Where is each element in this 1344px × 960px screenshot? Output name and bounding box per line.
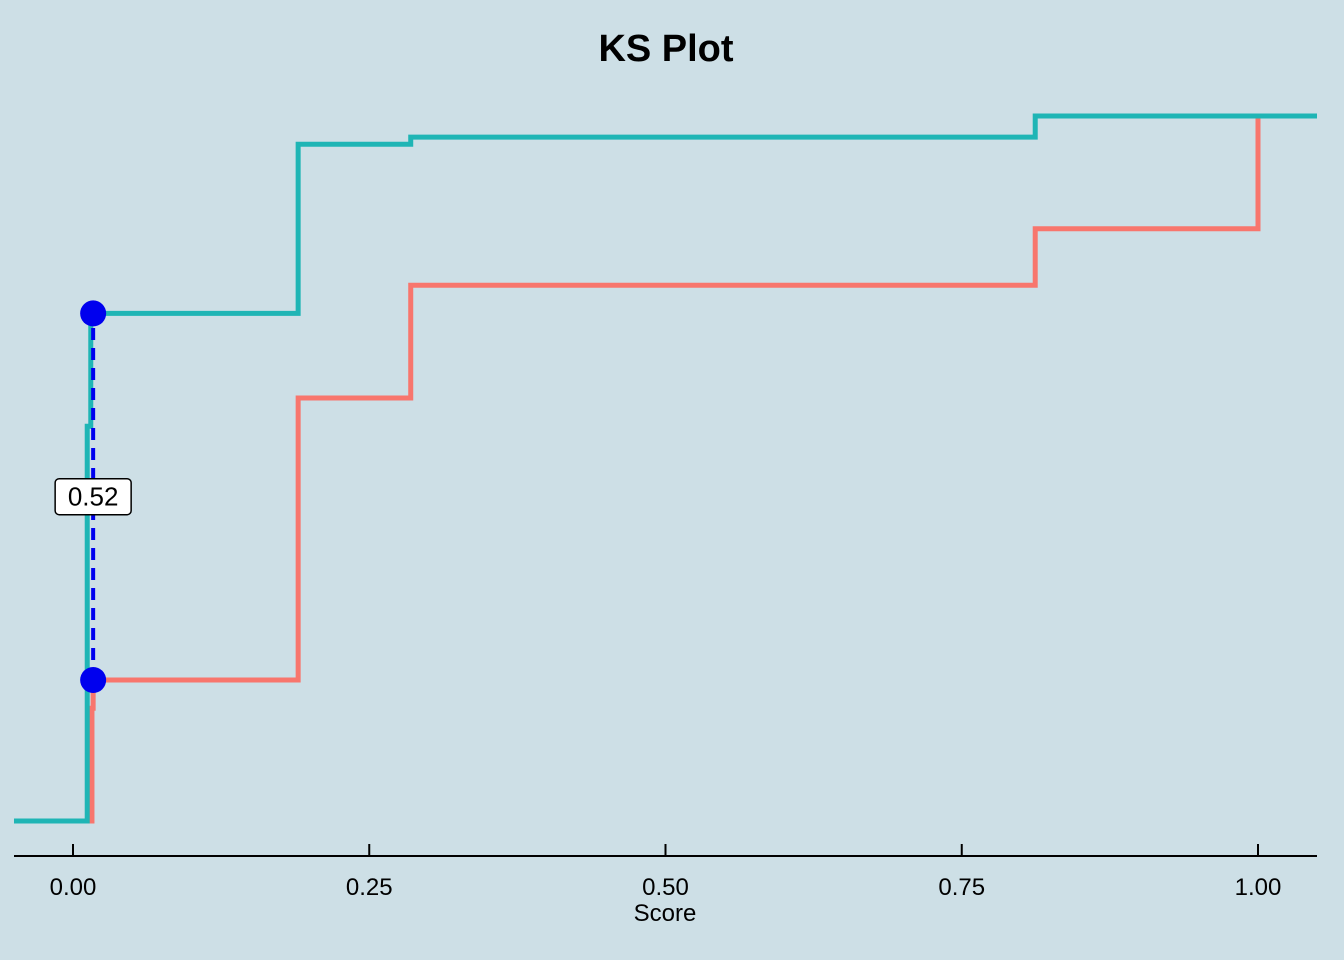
ks-label-box xyxy=(54,477,132,516)
ks-upper-point xyxy=(80,300,107,327)
ecdf-series-line-2 xyxy=(14,113,1317,824)
x-tick-label: 0.00 xyxy=(50,874,97,901)
x-axis-ticks: 0.00 0.25 0.50 0.75 1.00 xyxy=(50,844,1282,901)
x-tick-label: 0.50 xyxy=(642,874,689,901)
x-tick-label: 0.75 xyxy=(938,874,985,901)
series-layer xyxy=(14,113,1317,824)
chart-title: KS Plot xyxy=(598,28,733,70)
x-tick-label: 0.25 xyxy=(346,874,393,901)
ecdf-series-line-1 xyxy=(14,113,1317,824)
ks-statistic-label: 0.52 xyxy=(68,482,119,512)
x-tick-label: 1.00 xyxy=(1235,874,1282,901)
x-axis-label: Score xyxy=(634,900,697,927)
ks-statistic-layer: 0.52 xyxy=(54,300,132,693)
ks-lower-point xyxy=(80,667,107,693)
